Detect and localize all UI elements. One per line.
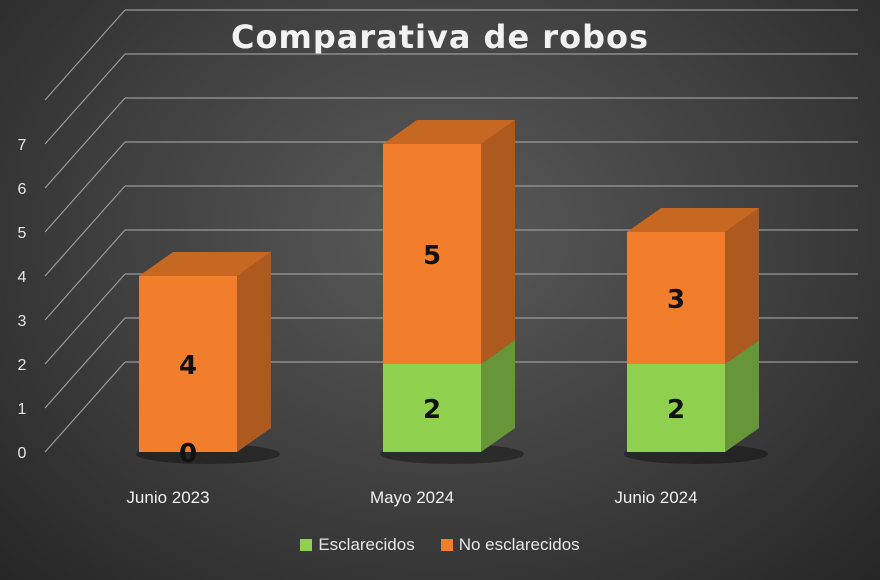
gridline-depth — [44, 361, 126, 453]
data-label: 2 — [423, 395, 441, 425]
y-axis-ticks: 0 1 2 3 4 5 6 7 — [18, 137, 27, 462]
bar-side — [481, 120, 515, 364]
y-tick-label: 7 — [18, 137, 27, 154]
gridline-depth — [44, 273, 126, 365]
bar-front-no-esclarecidos — [383, 144, 481, 364]
legend-swatch — [300, 539, 313, 551]
bar-top — [627, 208, 759, 232]
gridline-depth — [44, 53, 126, 145]
chart-title: Comparativa de robos — [231, 18, 649, 56]
x-category-label: Junio 2023 — [126, 488, 209, 507]
gridline-depth — [44, 229, 126, 321]
bar-side — [725, 340, 759, 452]
legend-label: Esclarecidos — [318, 535, 415, 554]
data-label: 3 — [667, 285, 685, 315]
y-tick-label: 6 — [18, 181, 27, 198]
bars — [136, 120, 768, 464]
x-category-label: Mayo 2024 — [370, 488, 454, 507]
gridline-depth — [44, 9, 126, 101]
bar-side — [237, 252, 271, 452]
y-tick-label: 5 — [18, 225, 27, 242]
legend-item: No esclarecidos — [440, 535, 580, 555]
legend-item: Esclarecidos — [300, 535, 415, 555]
gridline-depth — [44, 141, 126, 233]
legend-swatch — [440, 539, 453, 551]
x-category-label: Junio 2024 — [614, 488, 697, 507]
y-tick-label: 3 — [18, 313, 27, 330]
bar-side — [725, 208, 759, 364]
legend-label: No esclarecidos — [458, 535, 580, 554]
bar-top — [383, 120, 515, 144]
bar-top — [139, 252, 271, 276]
data-label: 5 — [423, 241, 441, 271]
y-tick-label: 2 — [18, 357, 27, 374]
gridline-depth — [44, 97, 126, 189]
y-tick-label: 4 — [18, 269, 27, 286]
gridline-depth — [44, 317, 126, 409]
bar-front-no-esclarecidos — [627, 232, 725, 364]
data-labels: 0 4 2 5 2 3 — [179, 241, 685, 469]
y-tick-label: 0 — [18, 445, 27, 462]
x-axis-categories: Junio 2023 Mayo 2024 Junio 2024 — [126, 488, 697, 507]
bar-side — [481, 340, 515, 452]
y-tick-label: 1 — [18, 401, 27, 418]
bar-front-no-esclarecidos — [139, 276, 237, 452]
bar-front-esclarecidos — [383, 364, 481, 452]
data-label: 0 — [179, 439, 197, 469]
bar-front-esclarecidos — [627, 364, 725, 452]
gridline-depth — [44, 185, 126, 277]
legend: Esclarecidos No esclarecidos — [0, 535, 880, 555]
data-label: 4 — [179, 351, 197, 381]
data-label: 2 — [667, 395, 685, 425]
